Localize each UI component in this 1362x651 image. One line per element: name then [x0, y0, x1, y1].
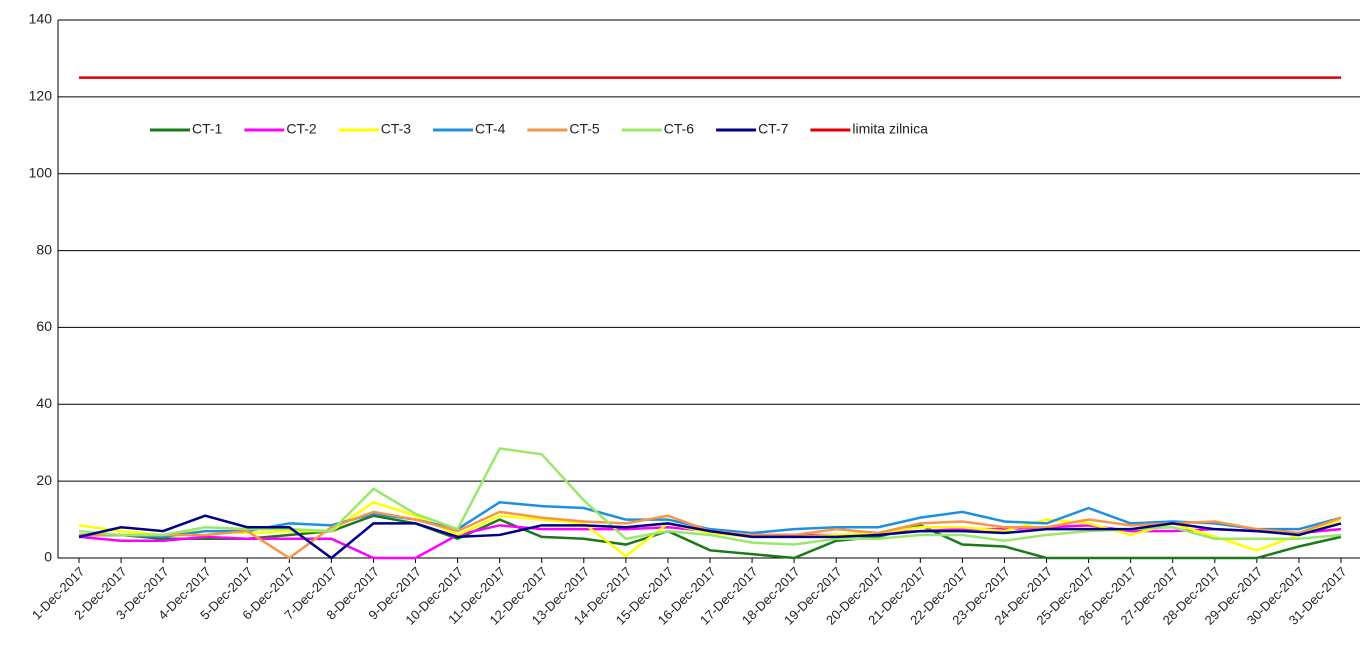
legend-label: CT-4 — [475, 121, 506, 137]
legend-label: CT-7 — [758, 121, 789, 137]
y-tick-label: 60 — [36, 318, 52, 334]
y-tick-label: 40 — [36, 395, 52, 411]
legend-label: CT-5 — [569, 121, 600, 137]
series-line — [78, 500, 1342, 558]
legend-label: limita zilnica — [852, 121, 928, 137]
legend-label: CT-1 — [192, 121, 223, 137]
y-tick-label: 80 — [36, 241, 52, 257]
y-tick-label: 120 — [29, 88, 53, 104]
y-tick-label: 100 — [29, 164, 53, 180]
y-tick-label: 0 — [44, 549, 52, 565]
y-tick-label: 140 — [29, 11, 53, 27]
series-line — [78, 514, 1342, 560]
y-tick-label: 20 — [36, 472, 52, 488]
series-line — [79, 514, 1342, 560]
legend-label: CT-3 — [381, 121, 412, 137]
series-line — [79, 500, 1342, 539]
legend-label: CT-2 — [286, 121, 317, 137]
legend-label: CT-6 — [664, 121, 695, 137]
